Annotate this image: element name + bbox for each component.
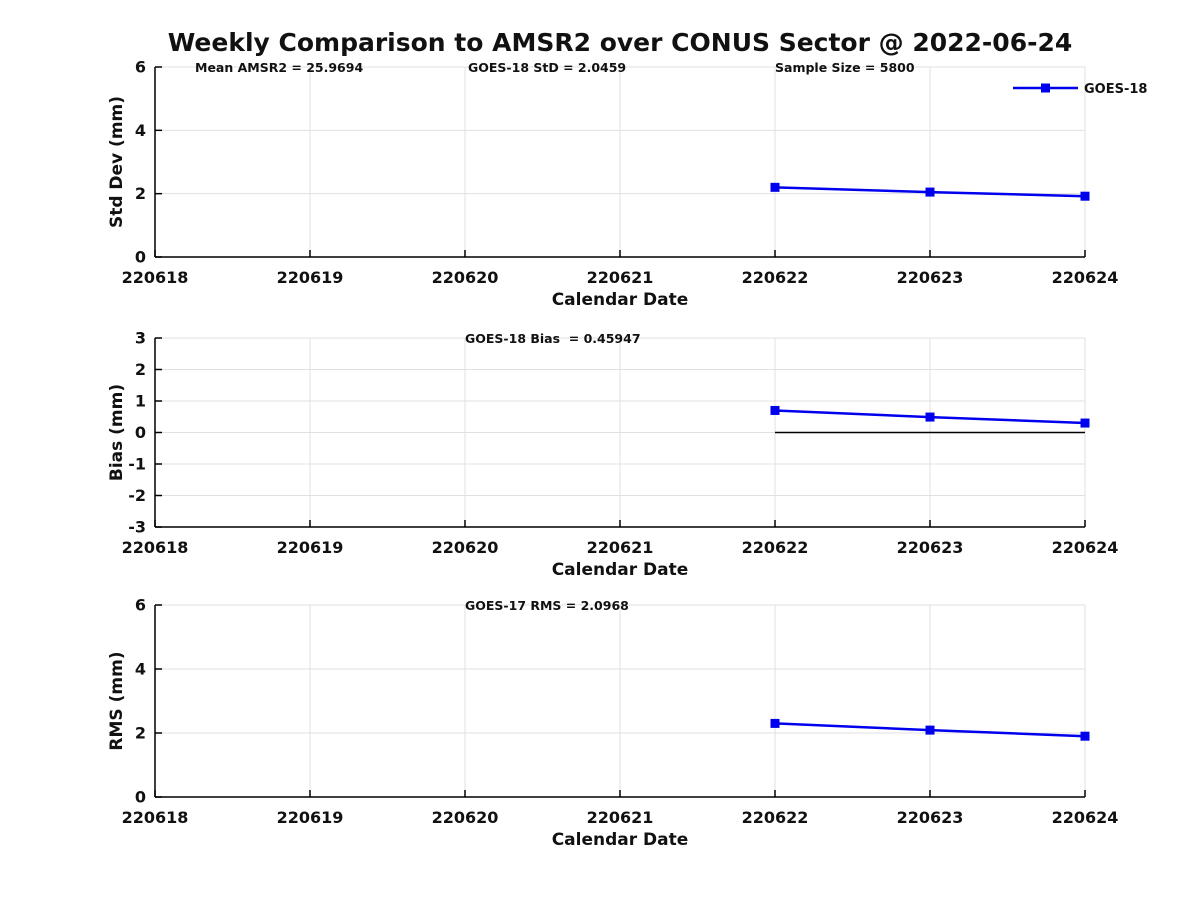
- x-tick-label: 220618: [122, 808, 189, 827]
- figure-title: Weekly Comparison to AMSR2 over CONUS Se…: [167, 28, 1073, 57]
- data-point-marker: [925, 187, 935, 197]
- panel-annotation: Sample Size = 5800: [775, 60, 915, 75]
- y-tick-label: 4: [135, 660, 146, 679]
- x-tick-label: 220619: [277, 808, 344, 827]
- x-tick-label: 220622: [742, 268, 809, 287]
- legend-marker: [1041, 83, 1050, 93]
- panel-bias: 220618 220619 220620 220621 220622 220623 2206…: [107, 329, 1118, 581]
- x-tick-label: 220622: [742, 808, 809, 827]
- data-point-marker: [1080, 418, 1090, 428]
- x-tick-label: 220619: [277, 268, 344, 287]
- panel-annotation: GOES-18 StD = 2.0459: [468, 60, 626, 75]
- x-axis-label: Calendar Date: [552, 560, 689, 580]
- panel-rms: 220618 220619 220620 220621 220622 220623 2206…: [107, 596, 1118, 851]
- x-axis-label: Calendar Date: [552, 830, 689, 850]
- data-point-marker: [770, 182, 780, 192]
- y-tick-label: 2: [135, 360, 146, 379]
- legend: GOES-18: [1013, 82, 1147, 97]
- data-point-marker: [770, 718, 780, 728]
- y-axis-label: Bias (mm): [107, 384, 127, 481]
- y-tick-label: 1: [135, 392, 146, 411]
- x-tick-label: 220623: [897, 808, 964, 827]
- y-tick-label: 4: [135, 121, 146, 140]
- x-tick-label: 220618: [122, 268, 189, 287]
- y-axis-label: Std Dev (mm): [107, 96, 127, 228]
- x-tick-label: 220618: [122, 538, 189, 557]
- x-tick-label: 220621: [587, 808, 654, 827]
- x-tick-label: 220623: [897, 538, 964, 557]
- x-tick-label: 220624: [1052, 808, 1119, 827]
- y-tick-label: 6: [135, 58, 146, 77]
- x-tick-label: 220623: [897, 268, 964, 287]
- y-tick-label: -2: [128, 486, 146, 505]
- y-tick-label: 0: [135, 248, 146, 267]
- x-tick-label: 220620: [432, 538, 499, 557]
- y-tick-label: 2: [135, 184, 146, 203]
- y-tick-label: 0: [135, 423, 146, 442]
- data-point-marker: [925, 412, 935, 422]
- x-tick-label: 220621: [587, 538, 654, 557]
- data-point-marker: [1080, 731, 1090, 741]
- x-tick-label: 220620: [432, 808, 499, 827]
- y-tick-label: -3: [128, 518, 146, 537]
- y-tick-label: 2: [135, 724, 146, 743]
- y-tick-label: 6: [135, 596, 146, 615]
- x-tick-label: 220620: [432, 268, 499, 287]
- data-point-marker: [770, 405, 780, 415]
- panel-annotation: GOES-17 RMS = 2.0968: [465, 598, 629, 613]
- x-axis-label: Calendar Date: [552, 290, 689, 310]
- x-tick-label: 220621: [587, 268, 654, 287]
- x-tick-label: 220619: [277, 538, 344, 557]
- x-tick-label: 220624: [1052, 538, 1119, 557]
- y-tick-label: -1: [128, 455, 146, 474]
- x-tick-label: 220622: [742, 538, 809, 557]
- y-tick-label: 3: [135, 329, 146, 348]
- panel-annotation: Mean AMSR2 = 25.9694: [195, 60, 363, 75]
- panel-std-dev: 220618 220619 220620 220621 220622 220623 2206…: [107, 58, 1147, 311]
- data-point-marker: [1080, 191, 1090, 201]
- x-tick-label: 220624: [1052, 268, 1119, 287]
- data-point-marker: [925, 725, 935, 735]
- legend-label: GOES-18: [1084, 82, 1147, 97]
- y-tick-label: 0: [135, 788, 146, 807]
- y-axis-label: RMS (mm): [107, 651, 127, 750]
- panel-annotation: GOES-18 Bias = 0.45947: [465, 331, 641, 346]
